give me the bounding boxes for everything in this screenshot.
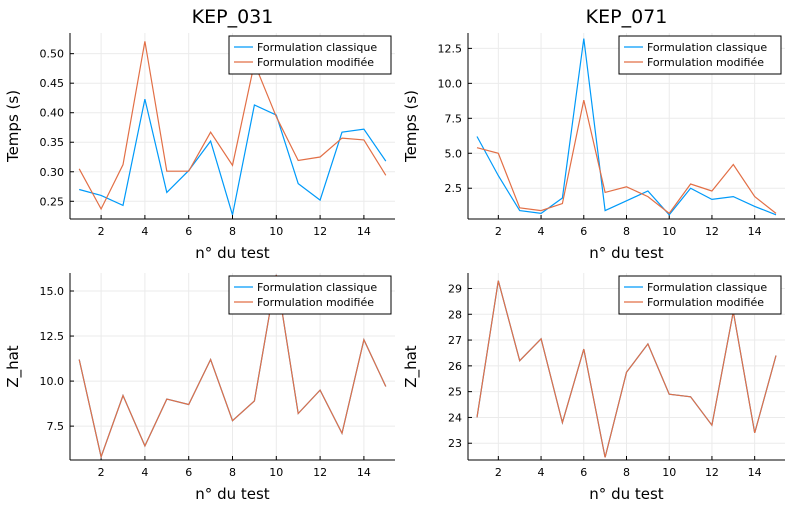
x-tick-label: 14 — [357, 466, 371, 479]
x-tick-label: 2 — [98, 225, 105, 238]
y-tick-label: 24 — [448, 411, 462, 424]
y-tick-label: 0.50 — [40, 48, 65, 61]
x-tick-label: 2 — [98, 466, 105, 479]
x-tick-label: 8 — [229, 225, 236, 238]
y-tick-label: 27 — [448, 334, 462, 347]
legend-label: Formulation classique — [257, 41, 377, 54]
x-tick-label: 10 — [662, 466, 676, 479]
x-tick-label: 12 — [313, 466, 327, 479]
y-tick-label: 15.0 — [40, 285, 65, 298]
series-line-modifiee — [476, 99, 777, 215]
x-tick-label: 12 — [313, 225, 327, 238]
x-tick-label: 12 — [705, 225, 719, 238]
legend-label: Formulation modifiée — [257, 56, 374, 69]
y-tick-label: 10.0 — [438, 77, 463, 90]
x-tick-label: 14 — [748, 466, 762, 479]
y-tick-label: 5.0 — [445, 147, 463, 160]
y-tick-label: 0.25 — [40, 195, 65, 208]
x-tick-label: 4 — [538, 466, 545, 479]
legend-label: Formulation classique — [647, 281, 767, 294]
y-tick-label: 25 — [448, 386, 462, 399]
x-tick-label: 2 — [495, 225, 502, 238]
legend-label: Formulation modifiée — [647, 296, 764, 309]
legend: Formulation classique Formulation modifié… — [228, 35, 392, 75]
series-line-classique — [79, 98, 387, 216]
y-tick-label: 29 — [448, 282, 462, 295]
y-tick-label: 0.45 — [40, 77, 65, 90]
series-line-modifiee — [78, 274, 387, 459]
x-tick-label: 10 — [269, 225, 283, 238]
series-line-modifiee — [476, 280, 777, 458]
legend: Formulation classique Formulation modifié… — [618, 35, 782, 75]
x-tick-label: 10 — [662, 225, 676, 238]
y-axis-label: Z_hat — [402, 345, 421, 387]
x-axis-label: n° du test — [589, 485, 663, 503]
x-tick-label: 6 — [185, 225, 192, 238]
chart-panel-2: 2 4 6 8 10 12 14 2.5 5.0 7.5 10.0 12.5 KEP_071 n° du … — [402, 6, 785, 262]
legend-box — [618, 35, 782, 75]
x-tick-label: 8 — [229, 466, 236, 479]
legend-label: Formulation modifiée — [647, 56, 764, 69]
legend-label: Formulation modifiée — [257, 296, 374, 309]
x-tick-label: 6 — [580, 466, 587, 479]
series-line-classique — [476, 38, 777, 216]
y-axis-label: Temps (s) — [4, 90, 22, 163]
x-axis-label: n° du test — [195, 244, 269, 262]
y-tick-label: 23 — [448, 437, 462, 450]
legend-box — [228, 35, 392, 75]
x-tick-label: 4 — [141, 466, 148, 479]
x-tick-label: 8 — [623, 466, 630, 479]
chart-panel-1: 2 4 6 8 10 12 14 0.25 0.30 0.35 0.40 0.45 0.50 KEP_03… — [4, 6, 395, 262]
y-tick-label: 0.40 — [40, 107, 65, 120]
chart-title: KEP_071 — [586, 6, 668, 28]
legend-box — [228, 275, 392, 315]
x-axis-label: n° du test — [195, 485, 269, 503]
y-tick-label: 28 — [448, 308, 462, 321]
y-axis-label: Temps (s) — [402, 90, 420, 163]
y-tick-label: 0.30 — [40, 166, 65, 179]
legend-label: Formulation classique — [257, 281, 377, 294]
x-tick-label: 14 — [357, 225, 371, 238]
y-tick-label: 7.5 — [445, 112, 463, 125]
y-tick-label: 2.5 — [445, 182, 463, 195]
y-tick-label: 7.5 — [47, 420, 65, 433]
y-tick-label: 26 — [448, 360, 462, 373]
y-tick-label: 12.5 — [40, 330, 65, 343]
x-tick-label: 6 — [580, 225, 587, 238]
y-axis-label: Z_hat — [4, 345, 23, 387]
chart-panel-3: 2 4 6 8 10 12 14 7.5 10.0 12.5 15.0 n° du test Z_hat… — [4, 273, 395, 503]
y-tick-label: 0.35 — [40, 136, 65, 149]
x-tick-label: 12 — [705, 466, 719, 479]
x-axis-label: n° du test — [589, 244, 663, 262]
x-tick-label: 10 — [269, 466, 283, 479]
legend-box — [618, 275, 782, 315]
chart-title: KEP_031 — [192, 6, 274, 28]
legend: Formulation classique Formulation modifié… — [618, 275, 782, 315]
x-tick-label: 4 — [141, 225, 148, 238]
x-tick-label: 2 — [495, 466, 502, 479]
legend-label: Formulation classique — [647, 41, 767, 54]
legend: Formulation classique Formulation modifié… — [228, 275, 392, 315]
y-tick-label: 12.5 — [438, 42, 463, 55]
series-line-modifiee — [78, 41, 387, 211]
x-tick-label: 4 — [538, 225, 545, 238]
x-tick-label: 8 — [623, 225, 630, 238]
x-tick-label: 14 — [748, 225, 762, 238]
x-tick-label: 6 — [185, 466, 192, 479]
y-tick-label: 10.0 — [40, 375, 65, 388]
